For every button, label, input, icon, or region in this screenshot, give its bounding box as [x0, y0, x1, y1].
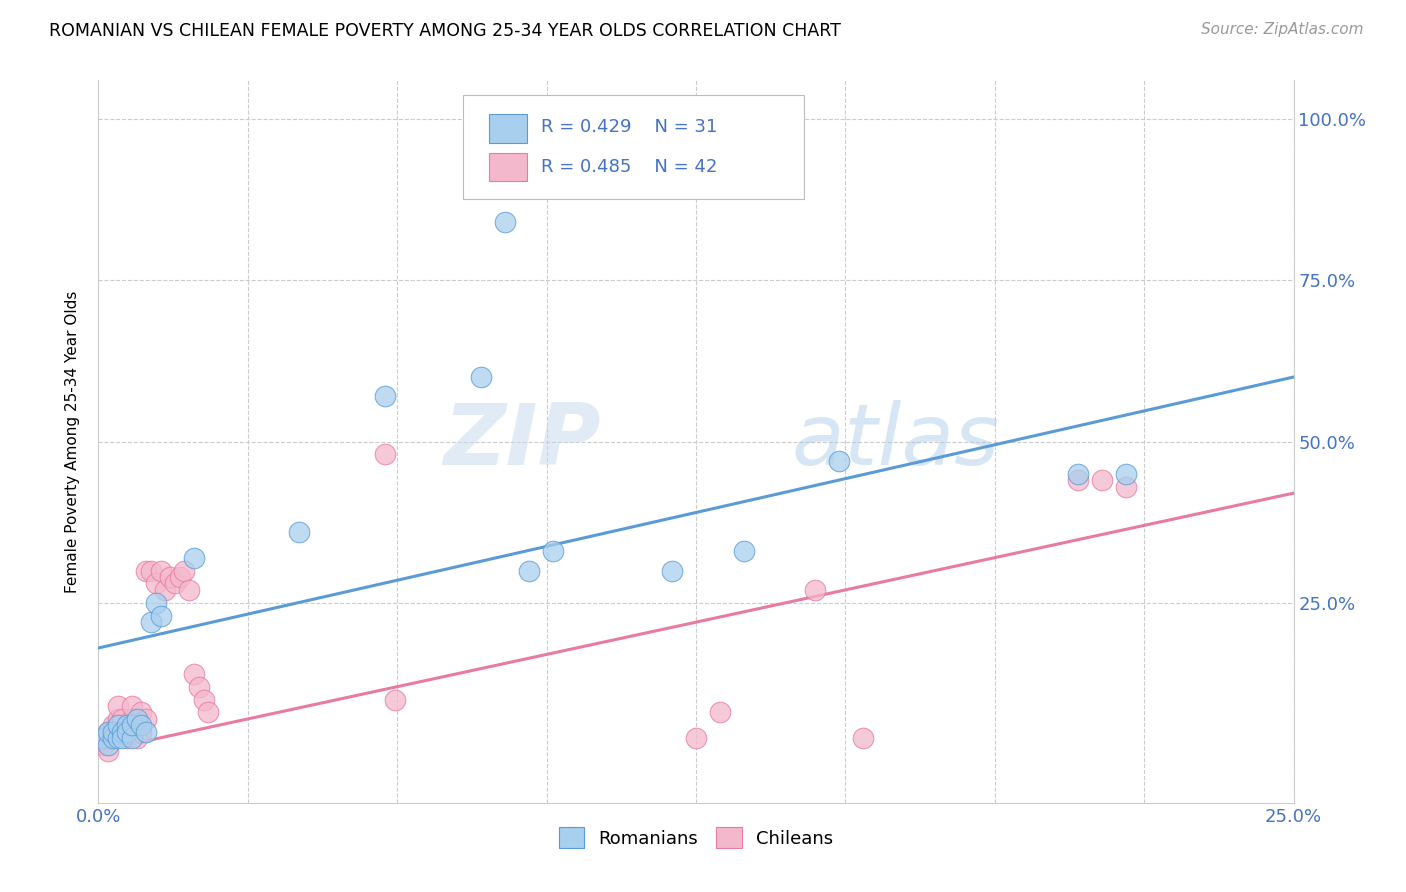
Point [288, 524, 311, 539]
Point [111, 724, 134, 739]
Point [1115, 467, 1137, 481]
Point [121, 718, 143, 732]
Point [187, 680, 209, 694]
Point [709, 706, 731, 720]
Y-axis label: Female Poverty Among 25-34 Year Olds: Female Poverty Among 25-34 Year Olds [65, 291, 80, 592]
Text: Source: ZipAtlas.com: Source: ZipAtlas.com [1201, 22, 1364, 37]
Point [91, 731, 114, 746]
Point [121, 712, 143, 726]
Point [541, 544, 564, 558]
Point [97, 738, 120, 752]
FancyBboxPatch shape [463, 95, 804, 200]
Point [115, 731, 138, 746]
Point [131, 724, 153, 739]
Point [91, 738, 114, 752]
Point [131, 706, 153, 720]
Point [111, 724, 134, 739]
Point [145, 596, 167, 610]
Point [115, 718, 138, 732]
Point [179, 582, 201, 597]
Text: ZIP: ZIP [443, 400, 600, 483]
Point [149, 564, 172, 578]
Point [1115, 480, 1137, 494]
Point [91, 731, 114, 746]
Point [685, 731, 707, 746]
Point [107, 699, 129, 714]
Text: R = 0.485    N = 42: R = 0.485 N = 42 [541, 158, 717, 176]
Text: atlas: atlas [792, 400, 1000, 483]
Point [145, 576, 167, 591]
Point [155, 582, 177, 597]
Point [149, 608, 172, 623]
Point [169, 570, 191, 584]
Point [804, 582, 827, 597]
FancyBboxPatch shape [489, 153, 527, 181]
Point [135, 712, 157, 726]
Point [107, 718, 129, 732]
Point [101, 718, 124, 732]
Point [494, 215, 516, 229]
Point [135, 564, 157, 578]
Point [101, 731, 124, 746]
Point [111, 731, 134, 746]
Point [135, 724, 157, 739]
Point [852, 731, 875, 746]
Point [139, 564, 162, 578]
Point [139, 615, 162, 630]
Point [374, 447, 396, 461]
Point [183, 666, 205, 681]
Point [374, 389, 396, 403]
Point [101, 724, 124, 739]
Point [125, 731, 148, 746]
Text: ROMANIAN VS CHILEAN FEMALE POVERTY AMONG 25-34 YEAR OLDS CORRELATION CHART: ROMANIAN VS CHILEAN FEMALE POVERTY AMONG… [49, 22, 841, 40]
Point [111, 712, 134, 726]
Point [107, 731, 129, 746]
Point [470, 370, 492, 384]
Point [125, 712, 148, 726]
Point [163, 576, 186, 591]
Point [173, 564, 195, 578]
FancyBboxPatch shape [489, 114, 527, 143]
Point [183, 550, 205, 565]
Point [115, 718, 138, 732]
Point [97, 724, 120, 739]
Point [1067, 473, 1090, 487]
Text: R = 0.429    N = 31: R = 0.429 N = 31 [541, 118, 717, 136]
Point [97, 744, 120, 758]
Point [159, 570, 181, 584]
Point [107, 712, 129, 726]
Point [125, 718, 148, 732]
Point [193, 692, 215, 706]
Point [131, 718, 153, 732]
Point [733, 544, 755, 558]
Point [197, 706, 219, 720]
Point [115, 724, 138, 739]
Point [828, 454, 851, 468]
Point [1067, 467, 1090, 481]
Point [1091, 473, 1114, 487]
Point [101, 731, 124, 746]
Point [384, 692, 406, 706]
Point [121, 699, 143, 714]
Point [661, 564, 683, 578]
Legend: Romanians, Chileans: Romanians, Chileans [551, 820, 841, 855]
Point [121, 731, 143, 746]
Point [517, 564, 540, 578]
Point [97, 724, 120, 739]
